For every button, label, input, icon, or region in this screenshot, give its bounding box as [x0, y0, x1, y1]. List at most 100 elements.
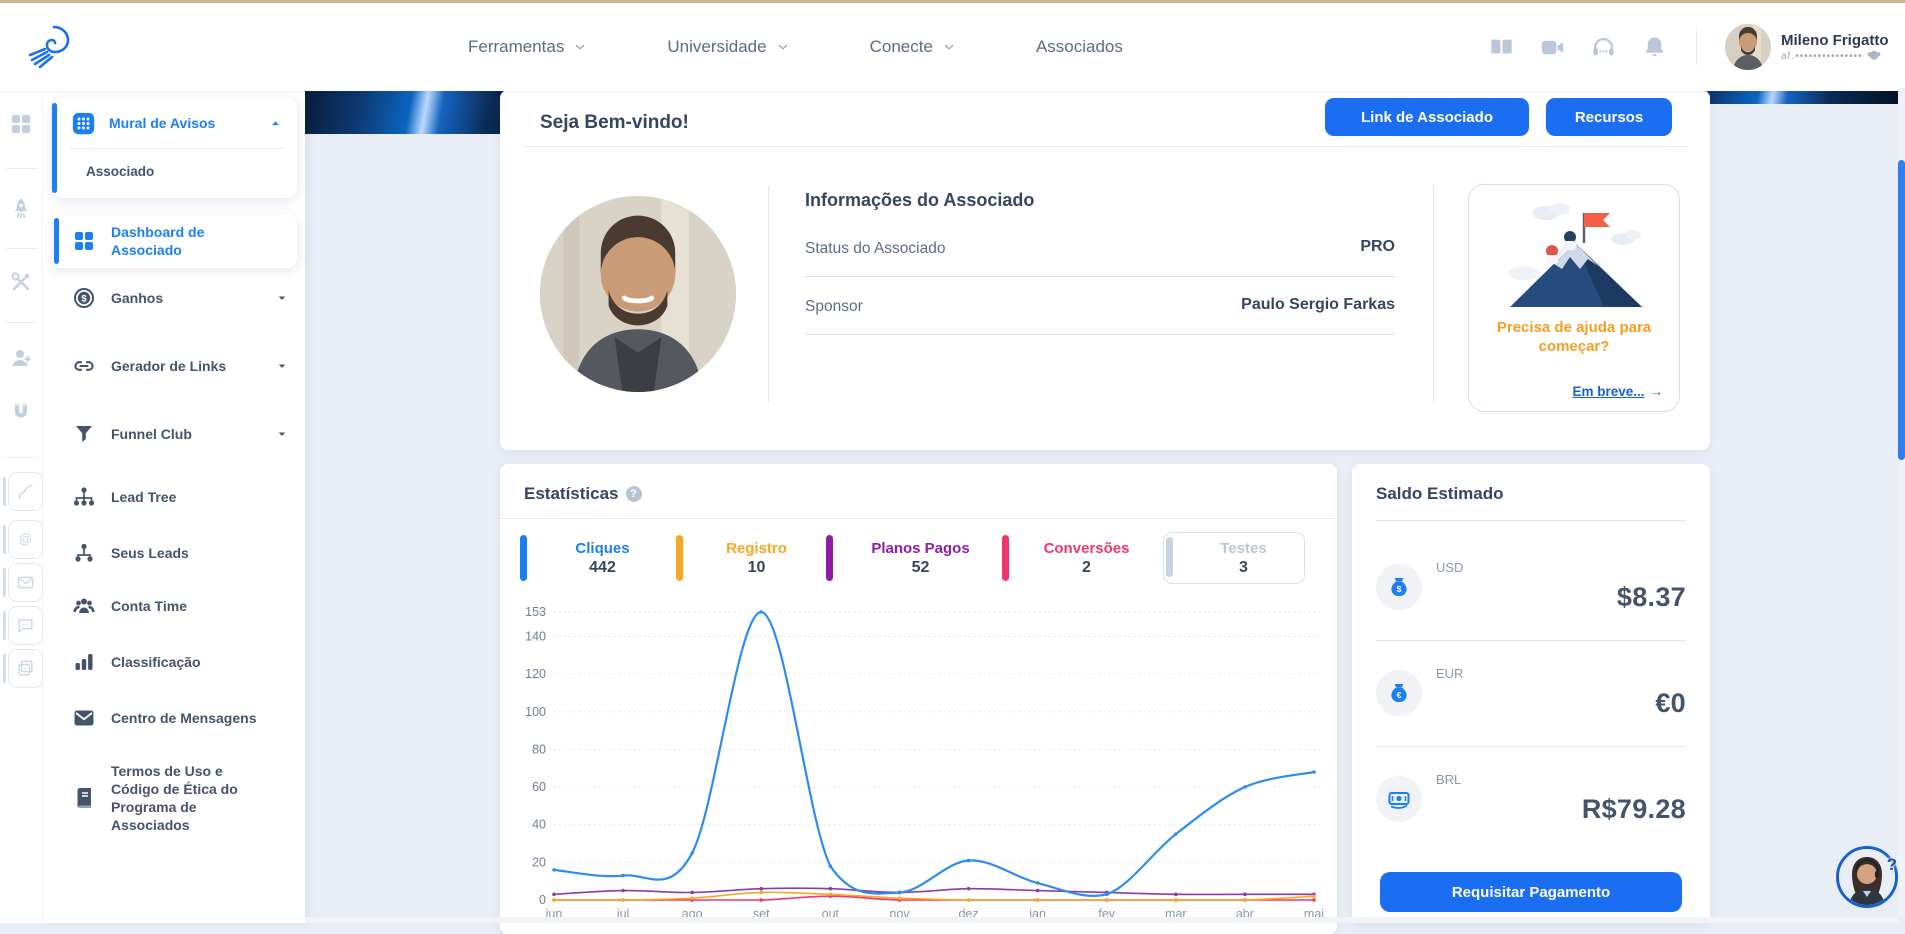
vertical-scrollbar-thumb[interactable] — [1898, 160, 1905, 460]
topbar-divider — [1696, 29, 1697, 65]
chevron-down-icon — [573, 40, 587, 54]
sidebar-item-label: Seus Leads — [111, 544, 189, 561]
status-value: PRO — [1360, 238, 1395, 255]
user-menu[interactable]: Mileno Frigatto af.••••••••••••••• — [1725, 24, 1889, 70]
money-bag-dollar-icon: $ — [1376, 564, 1422, 610]
sidebar-item-lead-tree[interactable]: Lead Tree — [54, 470, 297, 524]
sidebar: Mural de Avisos Associado Dashboard de A… — [42, 88, 305, 923]
logo-octopus-icon[interactable] — [24, 19, 76, 71]
support-headset-icon[interactable] — [1590, 34, 1617, 61]
sidebar-item-seus-leads[interactable]: Seus Leads — [54, 526, 297, 580]
balance-title: Saldo Estimado — [1376, 484, 1504, 503]
rocket-icon[interactable] — [9, 196, 33, 220]
sidebar-item-label: Funnel Club — [111, 425, 192, 442]
stat-tab-planos-pagos[interactable]: Planos Pagos 52 — [826, 532, 996, 584]
profile-photo — [540, 196, 736, 392]
pages-help-icon[interactable]: ? — [3, 649, 43, 688]
divider — [768, 186, 769, 402]
sidebar-item-conta-time[interactable]: Conta Time — [54, 579, 297, 633]
divider — [1433, 186, 1434, 402]
sidebar-item-associado[interactable]: Associado — [86, 150, 287, 192]
stat-color-bar — [826, 535, 833, 581]
currency-amount: R$79.28 — [1581, 794, 1686, 824]
nav-item-label: Conecte — [869, 37, 933, 56]
svg-text:$: $ — [1397, 584, 1402, 594]
support-agent-avatar — [1839, 849, 1895, 905]
resources-button[interactable]: Recursos — [1546, 98, 1672, 136]
chevron-down-icon — [942, 40, 956, 54]
top-navbar: Ferramentas Universidade Conecte Associados… — [0, 0, 1905, 91]
sidebar-item-gerador-de-links[interactable]: Gerador de Links — [54, 339, 297, 393]
hero-banner-right — [1660, 88, 1905, 104]
sidebar-item-label: Termos de Uso e Código de Ética do Progr… — [111, 762, 238, 834]
help-card-text: Precisa de ajuda para começar? — [1496, 319, 1652, 355]
ranking-bars-icon — [72, 650, 96, 674]
builder-pen-icon[interactable] — [3, 472, 43, 511]
stat-color-bar — [520, 535, 527, 581]
tools-icon[interactable] — [9, 270, 33, 294]
sidebar-subitem-label: Associado — [86, 163, 155, 179]
statistics-help-icon[interactable]: ? — [625, 486, 642, 502]
privacy-monkey-icon[interactable] — [1867, 50, 1881, 62]
chat-question-badge: ? — [1886, 855, 1897, 874]
add-user-icon[interactable] — [9, 346, 33, 370]
sidebar-item-mural-de-avisos[interactable]: Mural de Avisos — [70, 98, 287, 148]
user-masked-id: af.••••••••••••••• — [1781, 50, 1863, 62]
arrow-right-icon: → — [1649, 384, 1664, 399]
request-payment-button[interactable]: Requisitar Pagamento — [1380, 872, 1682, 912]
sidebar-item-label: Conta Time — [111, 597, 187, 614]
messages-icon — [72, 706, 96, 730]
stat-tab-registro[interactable]: Registro 10 — [676, 532, 818, 584]
nav-item-label: Associados — [1035, 37, 1123, 56]
nav-item-label: Ferramentas — [468, 37, 565, 56]
divider — [500, 518, 1337, 519]
divider — [1376, 520, 1686, 521]
stat-label: Cliques — [575, 539, 630, 557]
terms-book-icon — [72, 786, 96, 810]
nav-item-associados[interactable]: Associados — [1036, 37, 1123, 57]
stat-value: 10 — [747, 558, 766, 576]
caret-down-icon — [275, 291, 289, 305]
apps-grid-icon[interactable] — [9, 112, 33, 136]
currency-code: BRL — [1436, 772, 1462, 787]
lead-tree-icon — [72, 485, 96, 509]
mail-app-icon[interactable] — [3, 563, 43, 602]
divider — [805, 334, 1395, 335]
svg-text:140: 140 — [525, 629, 546, 643]
divider — [1376, 640, 1686, 641]
stat-tab-cliques[interactable]: Cliques 442 — [520, 532, 666, 584]
divider — [1376, 746, 1686, 747]
at-email-icon[interactable]: @ — [3, 520, 43, 559]
stat-value: 52 — [911, 558, 930, 576]
svg-text:$: $ — [81, 293, 87, 304]
nav-item-universidade[interactable]: Universidade — [667, 37, 789, 57]
notifications-bell-icon[interactable] — [1641, 34, 1668, 61]
stat-tab-testes[interactable]: Testes 3 — [1163, 532, 1305, 584]
currency-code: USD — [1436, 560, 1464, 575]
svg-text:€: € — [1397, 690, 1402, 700]
nav-item-label: Universidade — [667, 37, 767, 56]
library-icon[interactable] — [1488, 34, 1515, 61]
magnet-icon[interactable] — [9, 400, 33, 424]
nav-item-conecte[interactable]: Conecte — [870, 37, 956, 57]
stat-value: 2 — [1082, 558, 1091, 576]
earnings-coin-icon: $ — [72, 286, 96, 310]
statistics-title: Estatísticas — [524, 484, 619, 503]
chat-app-icon[interactable] — [3, 606, 43, 645]
video-icon[interactable] — [1539, 34, 1566, 61]
caret-up-icon — [268, 116, 283, 131]
sidebar-item-dashboard-de-associado[interactable]: Dashboard de Associado — [54, 214, 297, 268]
sidebar-item-ganhos[interactable]: $ Ganhos — [54, 271, 297, 325]
sidebar-item-classificacao[interactable]: Classificação — [54, 635, 297, 689]
team-icon — [72, 594, 96, 618]
sidebar-item-centro-de-mensagens[interactable]: Centro de Mensagens — [54, 691, 297, 745]
sidebar-item-termos-de-uso[interactable]: Termos de Uso e Código de Ética do Progr… — [54, 738, 297, 858]
coming-soon-link[interactable]: Em breve... → — [1572, 384, 1663, 399]
svg-text:0: 0 — [539, 893, 546, 907]
nav-item-ferramentas[interactable]: Ferramentas — [468, 37, 587, 57]
sidebar-item-funnel-club[interactable]: Funnel Club — [54, 407, 297, 461]
stat-tab-conversoes[interactable]: Conversões 2 — [1002, 532, 1152, 584]
associate-link-button[interactable]: Link de Associado — [1325, 98, 1529, 136]
horizontal-scrollbar-track — [305, 917, 1898, 923]
support-chat-bubble[interactable]: ? — [1836, 846, 1898, 908]
